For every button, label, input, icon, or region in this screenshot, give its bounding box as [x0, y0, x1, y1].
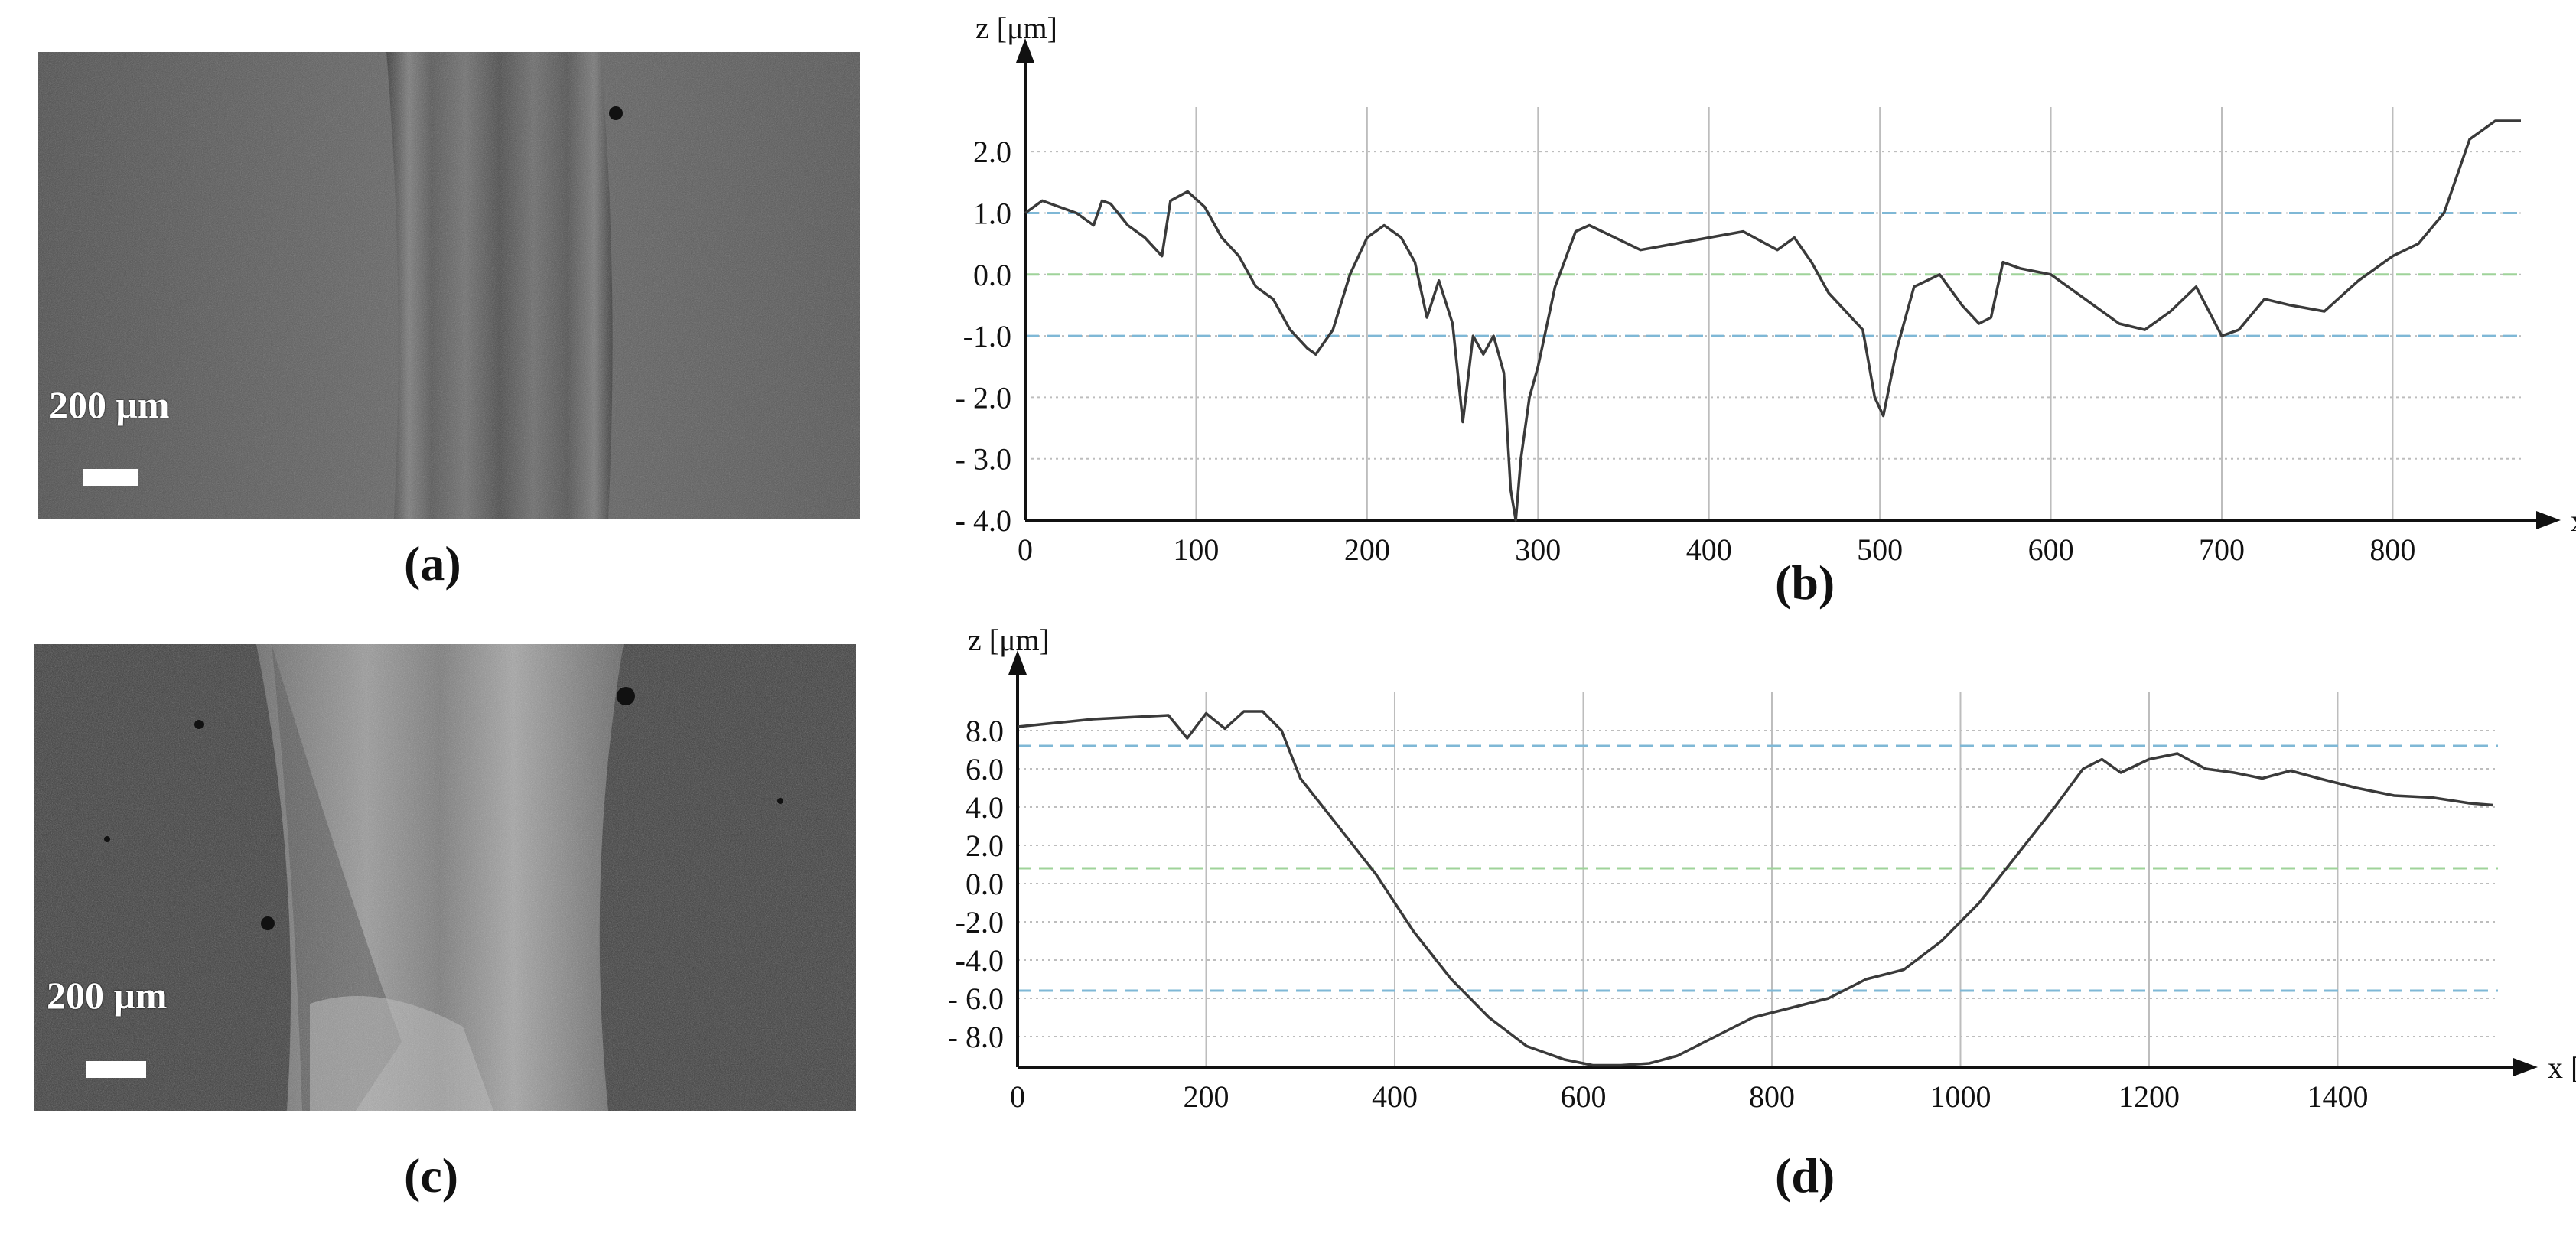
x-tick-label-b-1: 100: [1173, 532, 1219, 567]
x-axis-arrow-b: [2536, 511, 2561, 529]
x-tick-label-b-5: 500: [1857, 532, 1903, 567]
micrograph-c-image: [34, 644, 856, 1111]
scale-bar-a: [83, 469, 138, 486]
y-tick-label-b-1: 1.0: [973, 196, 1011, 230]
micrograph-a: 200 μm: [38, 52, 860, 519]
y-axis-label-b: z [μm]: [975, 11, 1057, 45]
y-tick-label-d-8: - 8.0: [948, 1020, 1004, 1054]
x-tick-label-b-6: 600: [2028, 532, 2074, 567]
y-tick-label-d-2: 4.0: [966, 790, 1004, 825]
scale-label-c: 200 μm: [47, 974, 168, 1017]
x-tick-label-d-7: 1400: [2307, 1079, 2368, 1114]
profile-chart-b-svg: z [μm] x [μm] 0 100 200 300 400 500 600 700 800 2.0…: [956, 11, 2576, 567]
y-tick-label-d-0: 8.0: [966, 714, 1004, 748]
profile-chart-b: z [μm] x [μm] 0 100 200 300 400 500 600 700 800 2.0…: [903, 11, 2576, 567]
x-axis-label-d: x [μm]: [2548, 1050, 2576, 1085]
x-tick-label-b-7: 700: [2199, 532, 2245, 567]
profile-chart-d-svg: z [μm] x [μm] 0 200 400 600 800 1000 1200 1400 8.0…: [948, 623, 2576, 1114]
x-tick-label-b-4: 400: [1686, 532, 1732, 567]
y-tick-label-b-5: - 3.0: [956, 442, 1011, 477]
profile-line-b: [1024, 119, 2521, 522]
micrograph-c: 200 μm: [34, 644, 856, 1111]
profile-chart-d: z [μm] x [μm] 0 200 400 600 800 1000 1200 1400 8.0…: [903, 623, 2576, 1132]
y-tick-label-d-3: 2.0: [966, 828, 1004, 863]
x-tick-label-b-3: 300: [1515, 532, 1561, 567]
micrograph-a-image: [38, 52, 860, 519]
panel-label-d: (d): [1775, 1148, 1835, 1203]
y-tick-label-b-2: 0.0: [973, 258, 1011, 292]
scale-label-a: 200 μm: [49, 383, 170, 426]
y-axis-label-d: z [μm]: [968, 623, 1050, 657]
y-axis-arrow-b: [1016, 38, 1034, 63]
y-tick-label-d-5: -2.0: [956, 905, 1004, 939]
y-tick-label-d-4: 0.0: [966, 867, 1004, 901]
x-tick-label-d-4: 800: [1749, 1079, 1795, 1114]
y-tick-label-b-6: - 4.0: [956, 503, 1011, 538]
x-tick-label-d-0: 0: [1010, 1079, 1025, 1114]
panel-label-b: (b): [1775, 555, 1835, 610]
x-tick-label-d-1: 200: [1183, 1079, 1229, 1114]
y-tick-label-b-0: 2.0: [973, 135, 1011, 169]
x-tick-label-b-0: 0: [1018, 532, 1033, 567]
x-tick-label-d-5: 1000: [1930, 1079, 1991, 1114]
y-tick-label-d-7: - 6.0: [948, 981, 1004, 1016]
panel-label-a: (a): [404, 536, 461, 591]
x-axis-arrow-d: [2513, 1058, 2538, 1076]
x-tick-label-d-6: 1200: [2118, 1079, 2180, 1114]
y-tick-label-d-1: 6.0: [966, 752, 1004, 786]
scale-bar-c: [86, 1061, 146, 1078]
y-axis-arrow-d: [1008, 650, 1027, 675]
x-tick-label-d-2: 400: [1372, 1079, 1418, 1114]
x-tick-label-b-2: 200: [1344, 532, 1390, 567]
y-tick-label-d-6: -4.0: [956, 943, 1004, 978]
x-tick-label-d-3: 600: [1560, 1079, 1606, 1114]
panel-label-c: (c): [404, 1148, 459, 1203]
y-tick-label-b-3: -1.0: [963, 319, 1011, 353]
x-axis-label-b: x [μm]: [2571, 503, 2576, 538]
y-tick-label-b-4: - 2.0: [956, 380, 1011, 415]
profile-line-d: [1017, 710, 2493, 1067]
x-tick-label-b-8: 800: [2369, 532, 2415, 567]
